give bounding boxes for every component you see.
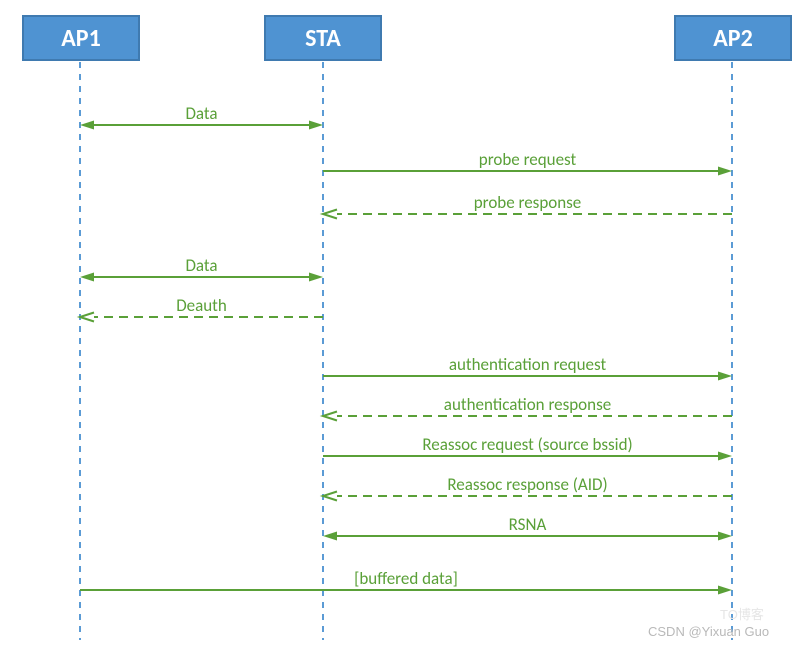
watermark-csdn: CSDN @Yixuan Guo xyxy=(648,624,769,639)
label-deauth: Deauth xyxy=(172,295,231,316)
label-probe-req: probe request xyxy=(475,149,580,170)
label-probe-resp: probe response xyxy=(470,192,586,213)
label-auth-resp: authentication response xyxy=(440,394,615,415)
label-buffered: [buffered data] xyxy=(350,568,462,589)
label-auth-req: authentication request xyxy=(445,354,610,375)
sequence-diagram: AP1 STA AP2 Data probe request probe res… xyxy=(0,0,807,650)
diagram-svg xyxy=(0,0,807,650)
label-data2: Data xyxy=(181,255,221,276)
label-data1: Data xyxy=(181,103,221,124)
watermark-faint: TO博客 xyxy=(720,604,764,623)
label-rsna: RSNA xyxy=(505,514,551,535)
label-reassoc-req: Reassoc request (source bssid) xyxy=(418,434,636,455)
label-reassoc-resp: Reassoc response (AID) xyxy=(443,474,611,495)
